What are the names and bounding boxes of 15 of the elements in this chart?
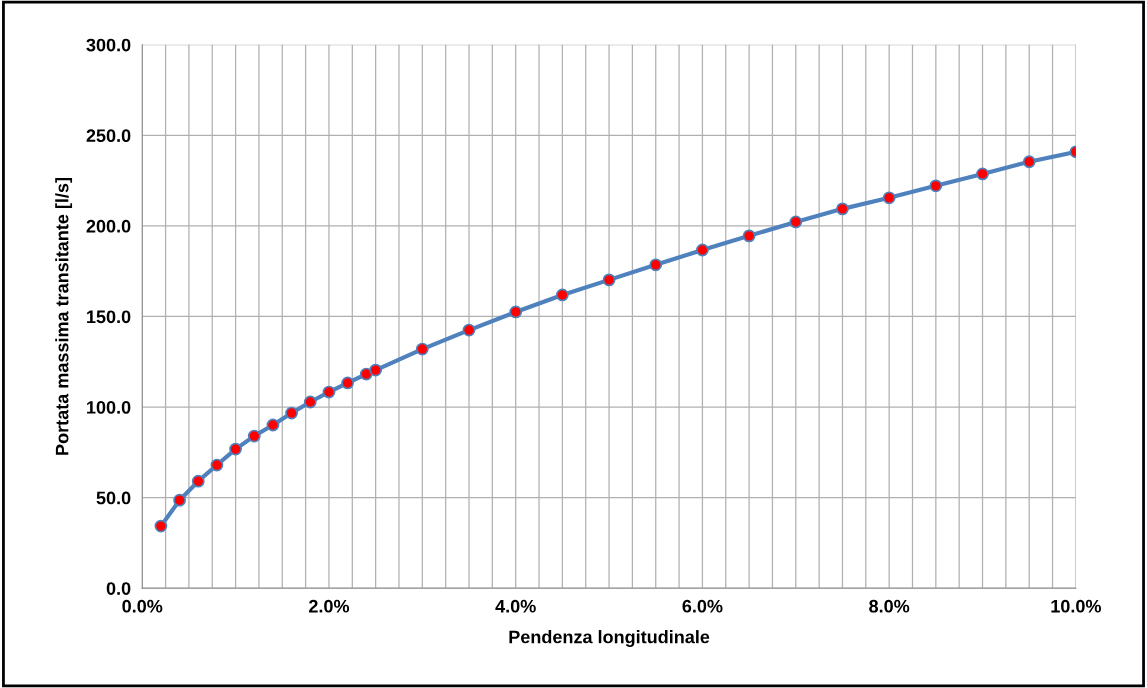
y-tick-label: 250.0 bbox=[86, 129, 131, 143]
x-tick-label: 0.0% bbox=[122, 599, 163, 613]
y-tick-label: 300.0 bbox=[86, 38, 131, 52]
y-tick-label: 150.0 bbox=[87, 310, 131, 324]
x-tick-label: 2.0% bbox=[309, 599, 350, 613]
x-axis-title: Pendenza longitudinale bbox=[509, 630, 710, 647]
x-tick-label: 10.0% bbox=[1051, 599, 1102, 613]
y-tick-label: 0.0 bbox=[106, 582, 131, 595]
x-tick-label: 6.0% bbox=[682, 599, 723, 613]
y-tick-label: 50.0 bbox=[96, 491, 131, 505]
y-axis-title: Portata massima transitante [l/s] bbox=[55, 178, 73, 455]
x-tick-label: 8.0% bbox=[869, 599, 910, 613]
y-tick-label: 100.0 bbox=[87, 401, 131, 414]
x-tick-label: 4.0% bbox=[495, 599, 536, 613]
y-tick-label: 200.0 bbox=[86, 219, 131, 233]
